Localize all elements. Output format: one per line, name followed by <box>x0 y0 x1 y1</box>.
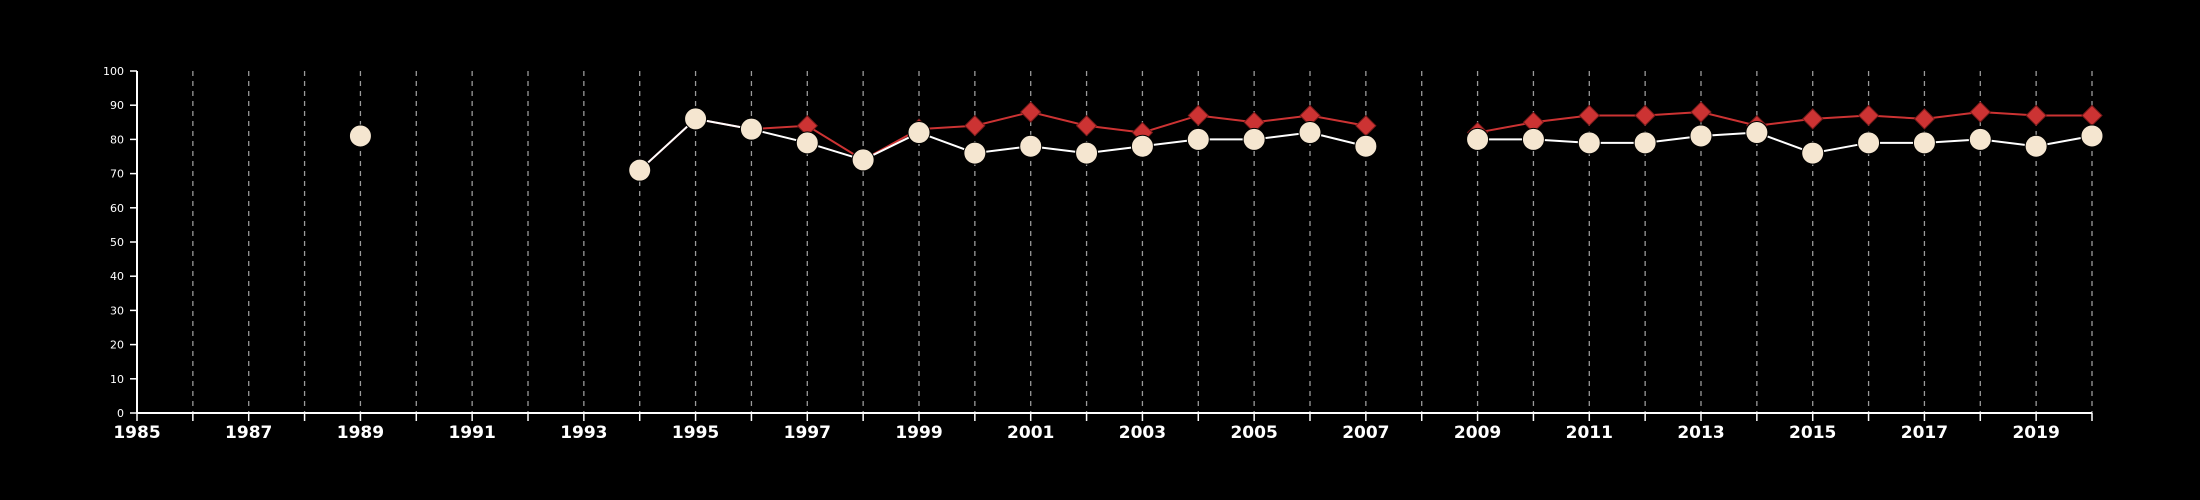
data-point-circle <box>1689 124 1713 148</box>
x-tick-label: 2005 <box>1230 423 1277 443</box>
data-point-circle <box>1075 141 1099 165</box>
data-point-diamond <box>1969 101 1991 123</box>
data-point-circle <box>1857 131 1881 155</box>
data-point-circle <box>1354 134 1378 158</box>
x-tick-label: 1991 <box>448 423 495 443</box>
y-tick-label: 30 <box>110 304 124 317</box>
x-tick-label: 2003 <box>1119 423 1166 443</box>
data-point-circle <box>1242 127 1266 151</box>
x-tick-label: 1987 <box>225 423 272 443</box>
data-point-circle <box>963 141 987 165</box>
data-point-circle <box>1298 121 1322 145</box>
data-point-circle <box>1912 131 1936 155</box>
series-1-markers <box>349 101 2103 181</box>
x-tick-label: 1989 <box>337 423 384 443</box>
y-tick-label: 90 <box>110 99 124 112</box>
data-point-diamond <box>1187 104 1209 127</box>
x-tick-label: 1993 <box>560 423 607 443</box>
x-tick-label: 2011 <box>1566 423 1613 443</box>
data-point-circle <box>684 107 708 131</box>
data-point-diamond <box>1578 104 1600 127</box>
data-point-diamond <box>1913 108 1936 130</box>
data-point-diamond <box>2025 104 2047 127</box>
x-tick-label: 2017 <box>1901 423 1948 443</box>
data-point-circle <box>628 158 652 182</box>
data-point-circle <box>1633 131 1657 155</box>
y-tick-label: 100 <box>103 65 124 78</box>
x-tick-label: 2009 <box>1454 423 1501 443</box>
x-tick-label: 2007 <box>1342 423 1389 443</box>
data-point-circle <box>1521 127 1545 151</box>
data-point-circle <box>1745 121 1769 145</box>
data-point-diamond <box>1355 115 1377 137</box>
axes: 0 10 20 30 40 50 60 70 80 90 100 1985 1987 1989 1991 19… <box>103 65 2093 443</box>
x-tick-label: 2019 <box>2012 423 2059 443</box>
data-point-circle <box>2080 124 2104 148</box>
data-point-circle <box>795 131 819 155</box>
y-tick-label: 10 <box>110 373 124 386</box>
x-tick-label: 1997 <box>784 423 831 443</box>
y-tick-label: 0 <box>117 407 124 420</box>
y-tick-label: 50 <box>110 236 124 249</box>
data-point-circle <box>907 121 931 145</box>
series-group <box>348 101 2104 182</box>
y-tick-label: 60 <box>110 202 124 215</box>
data-point-diamond <box>1857 104 1880 127</box>
data-point-diamond <box>1690 101 1712 123</box>
data-point-circle <box>1019 134 1043 158</box>
data-point-circle <box>1801 141 1825 165</box>
data-point-diamond <box>1020 101 1042 123</box>
data-point-circle <box>1130 134 1154 158</box>
series-line <box>1477 111 2092 134</box>
vertical-grid <box>192 71 2093 413</box>
data-point-circle <box>2024 134 2048 158</box>
data-point-diamond <box>1634 104 1656 127</box>
data-point-circle <box>1577 131 1601 155</box>
series-line <box>1477 131 2093 155</box>
x-tick-label: 1995 <box>672 423 719 443</box>
series-2-markers <box>348 107 2104 182</box>
y-tick-label: 80 <box>110 133 124 146</box>
data-point-circle <box>1968 127 1992 151</box>
data-point-diamond <box>1802 108 1824 130</box>
x-tick-label: 1985 <box>113 423 160 443</box>
data-point-circle <box>739 117 763 141</box>
data-point-diamond <box>1075 115 1098 137</box>
y-tick-label: 70 <box>110 168 124 181</box>
data-point-diamond <box>2081 104 2103 127</box>
x-tick-label: 2015 <box>1789 423 1836 443</box>
y-tick-label: 40 <box>110 270 124 283</box>
data-point-circle <box>851 148 875 172</box>
x-tick-label: 1999 <box>895 423 942 443</box>
data-point-circle <box>1186 127 1210 151</box>
x-tick-label: 2013 <box>1677 423 1724 443</box>
data-point-diamond <box>964 115 986 137</box>
data-point-circle <box>348 124 372 148</box>
x-tick-label: 2001 <box>1007 423 1054 443</box>
data-point-circle <box>1466 127 1490 151</box>
y-tick-label: 20 <box>110 339 124 352</box>
